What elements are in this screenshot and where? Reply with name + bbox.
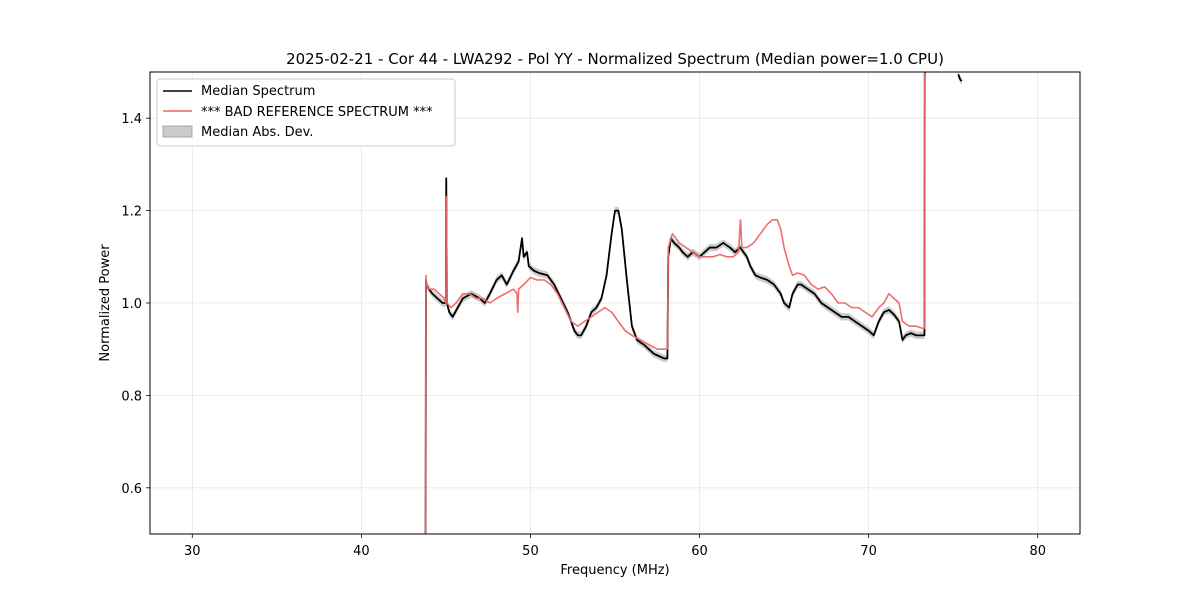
tick-layer: 30 40 50 60 70 80 0.6 0.8 1.0 1.2 1.4 (121, 112, 1046, 559)
y-tick-label: 1.0 (121, 297, 142, 312)
x-tick-label: 40 (353, 544, 370, 559)
x-axis-label: Frequency (MHz) (560, 563, 669, 578)
series-line-bad-reference (424, 72, 927, 534)
legend-box (156, 78, 456, 147)
x-tick-label: 30 (184, 544, 201, 559)
y-tick-label: 0.8 (121, 389, 142, 404)
x-tick-label: 70 (860, 544, 877, 559)
y-tick-label: 1.2 (121, 205, 142, 220)
legend-swatch-mad (162, 125, 193, 138)
legend-label-mad: Median Abs. Dev. (201, 125, 313, 140)
x-tick-label: 80 (1029, 544, 1046, 559)
y-axis-label: Normalized Power (98, 244, 113, 362)
y-tick-label: 0.6 (121, 482, 142, 497)
series-line-median (957, 73, 963, 82)
x-tick-label: 60 (691, 544, 708, 559)
legend-label-bad-reference: *** BAD REFERENCE SPECTRUM *** (201, 105, 433, 120)
mad-band (425, 72, 927, 534)
x-tick-label: 50 (522, 544, 539, 559)
legend: Median Spectrum *** BAD REFERENCE SPECTR… (156, 78, 456, 147)
chart-title: 2025-02-21 - Cor 44 - LWA292 - Pol YY - … (286, 50, 944, 68)
y-tick-label: 1.4 (121, 112, 142, 127)
legend-label-median: Median Spectrum (201, 84, 315, 99)
series-line-median (424, 72, 927, 534)
series-layer (424, 72, 963, 534)
